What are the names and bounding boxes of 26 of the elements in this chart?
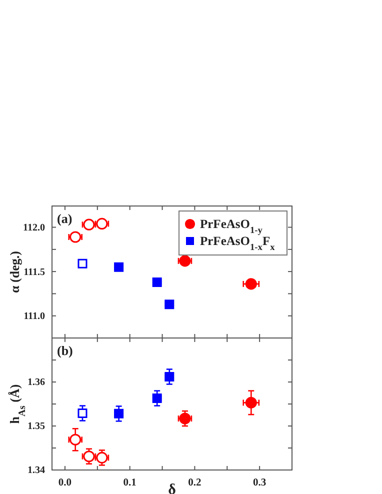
- y-tick-label: 111.0: [24, 311, 45, 322]
- annotation: (a): [57, 211, 72, 226]
- point: [114, 408, 124, 418]
- x-axis-title: δ: [168, 482, 176, 494]
- point: [245, 278, 257, 290]
- annotation: (b): [57, 343, 73, 358]
- y-axis-title: α (deg.): [7, 251, 22, 293]
- x-tick-label: 0.2: [188, 477, 202, 488]
- y-tick-label: 1.34: [28, 465, 45, 476]
- point: [152, 394, 162, 404]
- y-tick-label: 112.0: [23, 222, 45, 234]
- point: [245, 396, 257, 408]
- legend-label: PrFeAsO$_{1-x}$F$_{x}$: [200, 234, 276, 253]
- y-tick-label: 1.36: [28, 377, 45, 388]
- point: [179, 255, 191, 267]
- y-tick-label: 1.35: [28, 421, 45, 432]
- y-tick-label: 111.5: [24, 266, 45, 278]
- point: [70, 231, 82, 243]
- x-tick-label: 0.0: [58, 477, 72, 488]
- x-tick-label: 0.3: [253, 477, 266, 488]
- point: [114, 262, 124, 272]
- legend-label: PrFeAsO$_{1-y}$: [200, 217, 263, 236]
- point: [164, 372, 174, 382]
- point: [152, 277, 162, 287]
- point: [164, 300, 174, 310]
- x-tick-label: 0.1: [123, 477, 136, 488]
